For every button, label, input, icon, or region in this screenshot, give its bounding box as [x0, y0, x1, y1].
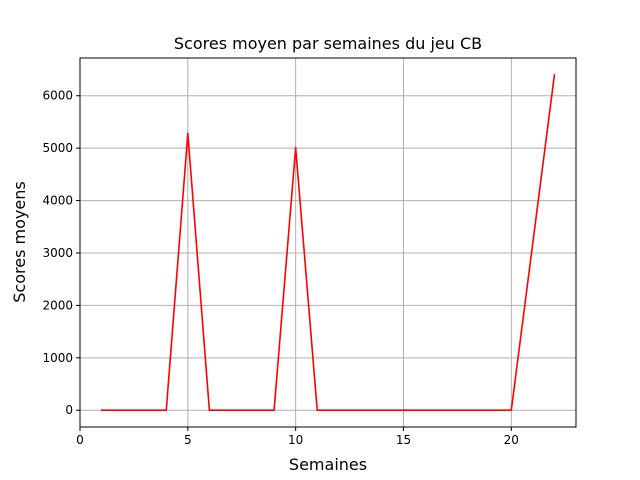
data-point	[488, 409, 491, 412]
data-point	[230, 409, 232, 412]
data-point	[273, 409, 275, 412]
data-point	[510, 409, 513, 412]
data-point	[402, 409, 405, 412]
y-axis-label: Scores moyens	[10, 181, 29, 302]
y-tick-label: 3000	[42, 246, 73, 260]
grid	[79, 58, 576, 427]
x-axis-label: Semaines	[289, 455, 367, 474]
x-tick-label: 15	[396, 433, 411, 447]
y-tick-label: 5000	[42, 141, 73, 155]
data-point	[381, 409, 383, 412]
x-tick-label: 10	[288, 433, 303, 447]
data-point	[467, 409, 469, 412]
data-point	[424, 409, 426, 412]
y-tick-label: 1000	[42, 351, 73, 365]
data-point	[208, 409, 211, 412]
data-point	[337, 409, 340, 412]
data-point	[359, 409, 362, 412]
data-point	[294, 146, 297, 149]
y-tick-label: 0	[65, 403, 73, 417]
x-tick-label: 20	[504, 433, 519, 447]
y-axis-ticks: 0 1000 2000 3000 4000 5000 6000	[42, 89, 80, 417]
data-point	[165, 409, 168, 412]
x-axis-ticks: 0 5 10 15 20	[76, 427, 519, 447]
plot-frame	[79, 57, 577, 428]
data-point	[122, 409, 124, 412]
y-tick-label: 6000	[42, 89, 73, 103]
y-tick-label: 2000	[42, 298, 73, 312]
x-tick-label: 5	[184, 433, 192, 447]
data-point	[445, 409, 448, 412]
series-line	[101, 74, 556, 412]
data-point	[251, 409, 254, 412]
data-point	[143, 409, 146, 412]
data-point	[100, 409, 103, 412]
chart-title: Scores moyen par semaines du jeu CB	[174, 34, 482, 53]
x-tick-label: 0	[76, 433, 84, 447]
data-point	[187, 132, 189, 135]
data-point	[316, 409, 319, 412]
data-point	[553, 73, 556, 76]
series-layer	[100, 73, 556, 412]
y-tick-label: 4000	[42, 194, 73, 208]
